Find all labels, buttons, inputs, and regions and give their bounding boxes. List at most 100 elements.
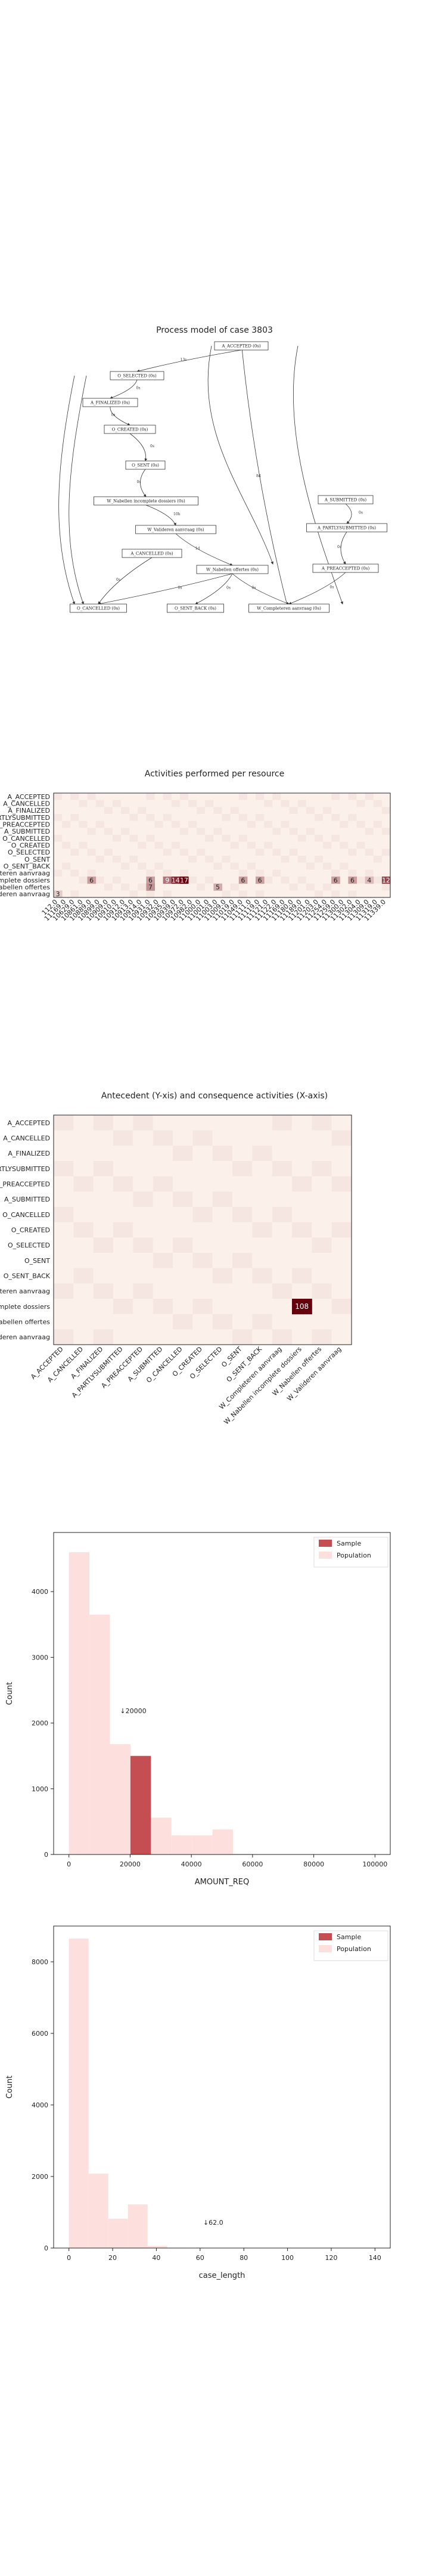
heatmap-cell (247, 807, 256, 815)
heatmap-cell (247, 800, 256, 807)
process-edge-label: 0s (330, 586, 334, 590)
heatmap-cell (247, 841, 256, 849)
heatmap-cell (87, 828, 97, 835)
heatmap-cell (348, 890, 357, 898)
heatmap-cell (340, 841, 349, 849)
process-node: A_PARTLYSUBMITTED (0s) (306, 523, 387, 532)
process-node-label: A_ACCEPTED (0s) (221, 344, 261, 349)
heatmap-cell (188, 862, 197, 870)
heatmap-cell (133, 1268, 154, 1284)
y-tick-label: 2000 (32, 1720, 48, 1727)
heatmap-cell (381, 835, 391, 843)
heatmap-cell (171, 835, 181, 843)
heatmap-cell (312, 1130, 332, 1146)
heatmap-cell (197, 883, 206, 891)
heatmap-cell (222, 800, 231, 807)
heatmap-cell (252, 1314, 273, 1330)
heatmap-cell (154, 800, 164, 807)
heatmap-cell (173, 1145, 193, 1162)
x-tick-label: 20 (108, 2254, 117, 2262)
heatmap-cell (381, 890, 391, 898)
heatmap-cell (146, 849, 155, 856)
heatmap-cell (238, 869, 248, 877)
heatmap-cell (104, 841, 113, 849)
heatmap-cell (146, 869, 155, 877)
resource-heatmap-title: Activities performed per resource (144, 769, 285, 779)
heatmap-cell (323, 869, 332, 877)
process-node-label: W_Valideren aanvraag (0s) (147, 528, 204, 532)
heatmap-cell (70, 841, 79, 849)
heatmap-cell (213, 821, 222, 828)
heatmap-cell (356, 890, 366, 898)
heatmap-cell (171, 862, 181, 870)
heatmap-cell (238, 841, 248, 849)
heatmap-row-label: A_PARTLYSUBMITTED (0, 814, 50, 822)
heatmap-cell-highlight (292, 1299, 312, 1315)
heatmap-cell (272, 1283, 293, 1299)
heatmap-cell (297, 807, 307, 815)
heatmap-cell (331, 1237, 352, 1253)
heatmap-cell (222, 814, 231, 822)
heatmap-cell (133, 1191, 154, 1208)
heatmap-cell (256, 821, 265, 828)
heatmap-cell (381, 856, 391, 863)
process-node: A_SUBMITTED (0s) (318, 495, 374, 504)
heatmap-row-label: W_Nabellen offertes (0, 1318, 50, 1326)
heatmap-cell-highlight (87, 877, 97, 884)
heatmap-cell (104, 856, 113, 863)
heatmap-cell (95, 890, 105, 898)
heatmap-cell (70, 849, 79, 856)
heatmap-cell (272, 1176, 293, 1192)
heatmap-cell (292, 1283, 312, 1299)
heatmap-cell (289, 877, 299, 884)
heatmap-cell (272, 1314, 293, 1330)
heatmap-cell (323, 862, 332, 870)
heatmap-cell (292, 1176, 312, 1192)
heatmap-cell (314, 821, 324, 828)
heatmap-cell (54, 1299, 74, 1315)
heatmap-row-label: A_ACCEPTED (8, 793, 50, 801)
heatmap-cell (306, 877, 315, 884)
heatmap-cell (133, 1329, 154, 1345)
heatmap-cell (238, 862, 248, 870)
heatmap-cell (238, 890, 248, 898)
heatmap-cell (331, 821, 340, 828)
heatmap-cell (133, 1145, 154, 1162)
heatmap-cell (153, 1161, 173, 1177)
heatmap-cell (264, 841, 273, 849)
heatmap-cell (179, 800, 189, 807)
heatmap-cell-value: 9 (165, 877, 169, 884)
heatmap-cell (93, 1145, 114, 1162)
heatmap-cell (104, 835, 113, 843)
heatmap-cell (173, 1115, 193, 1131)
heatmap-cell (272, 849, 281, 856)
x-tick-label: 100000 (362, 1860, 387, 1868)
heatmap-cell (272, 1191, 293, 1208)
heatmap-cell (73, 1145, 94, 1162)
heatmap-cell (163, 828, 172, 835)
heatmap-cell (272, 1161, 293, 1177)
heatmap-cell (192, 1161, 213, 1177)
heatmap-cell (197, 869, 206, 877)
heatmap-cell (205, 821, 214, 828)
heatmap-cell (153, 1237, 173, 1253)
process-node-label: W_Nabellen incomplete dossiers (0s) (107, 499, 185, 504)
x-tick-label: 20000 (120, 1860, 141, 1868)
heatmap-cell (129, 807, 138, 815)
heatmap-cell (205, 862, 214, 870)
heatmap-cell (179, 814, 189, 822)
heatmap-cell (222, 793, 231, 801)
process-edge (129, 433, 148, 462)
heatmap-cell (104, 883, 113, 891)
heatmap-cell (73, 1207, 94, 1223)
resource-heatmap-panel: Activities performed per resource 9 14 17 1… (0, 769, 429, 1008)
heatmap-cell (331, 807, 340, 815)
heatmap-cell (365, 849, 374, 856)
heatmap-cell (232, 1176, 253, 1192)
heatmap-frame (53, 1114, 352, 1345)
heatmap-cell (297, 841, 307, 849)
heatmap-cell (356, 849, 366, 856)
heatmap-cell (112, 800, 122, 807)
heatmap-cell (312, 1314, 332, 1330)
heatmap-cell (340, 869, 349, 877)
